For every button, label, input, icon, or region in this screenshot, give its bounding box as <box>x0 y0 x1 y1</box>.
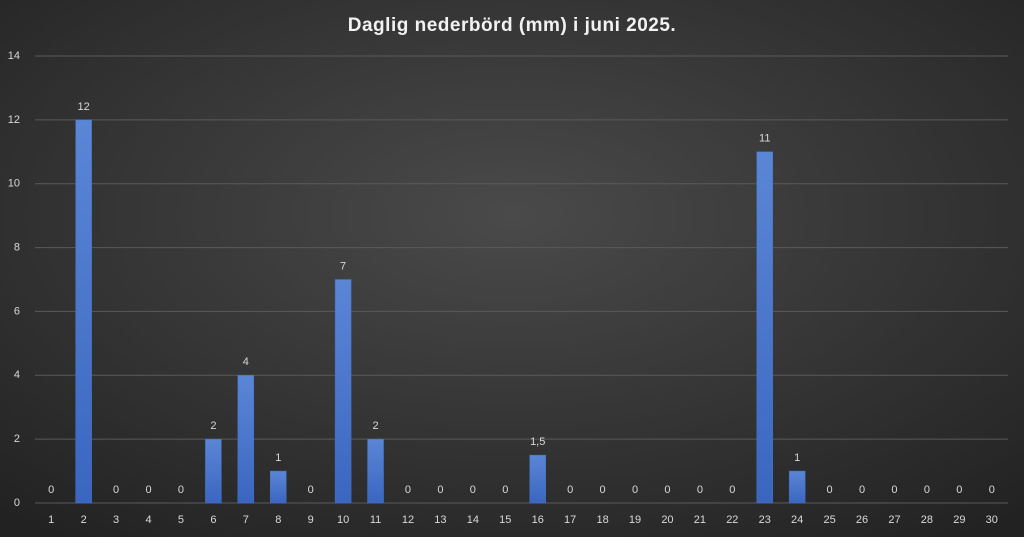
value-label: 2 <box>210 420 216 432</box>
bar <box>270 470 287 504</box>
value-label: 0 <box>956 484 962 496</box>
value-label: 0 <box>859 484 865 496</box>
x-tick-label: 20 <box>661 514 673 526</box>
value-label: 0 <box>697 484 703 496</box>
bar <box>529 454 546 504</box>
value-label: 0 <box>600 484 606 496</box>
value-label: 0 <box>502 484 508 496</box>
x-tick-label: 25 <box>823 514 835 526</box>
x-tick-label: 17 <box>564 514 576 526</box>
x-tick-label: 28 <box>921 514 933 526</box>
value-label: 0 <box>113 484 119 496</box>
value-label: 1 <box>275 452 281 464</box>
y-tick-label: 8 <box>14 241 20 253</box>
x-tick-label: 16 <box>532 514 544 526</box>
value-label: 11 <box>759 133 770 145</box>
value-label: 0 <box>308 484 314 496</box>
value-label: 7 <box>340 260 346 272</box>
x-tick-label: 11 <box>370 514 381 526</box>
x-tick-label: 24 <box>791 514 803 526</box>
x-tick-label: 9 <box>308 514 314 526</box>
value-label: 0 <box>989 484 995 496</box>
x-tick-label: 4 <box>145 514 151 526</box>
value-label: 0 <box>405 484 411 496</box>
x-tick-label: 10 <box>337 514 349 526</box>
bar <box>205 438 222 504</box>
x-tick-label: 18 <box>596 514 608 526</box>
chart-title: Daglig nederbörd (mm) i juni 2025. <box>348 15 676 36</box>
bar <box>367 438 384 504</box>
value-label: 1 <box>794 452 800 464</box>
value-label: 0 <box>178 484 184 496</box>
value-label: 0 <box>924 484 930 496</box>
x-tick-label: 30 <box>986 514 998 526</box>
x-tick-label: 15 <box>499 514 511 526</box>
value-label: 0 <box>145 484 151 496</box>
x-tick-label: 23 <box>759 514 771 526</box>
x-tick-label: 7 <box>243 514 249 526</box>
x-tick-label: 5 <box>178 514 184 526</box>
value-label: 4 <box>243 356 249 368</box>
x-tick-label: 1 <box>48 514 54 526</box>
bar <box>237 375 255 504</box>
x-tick-label: 22 <box>726 514 738 526</box>
value-label: 0 <box>664 484 670 496</box>
y-tick-label: 6 <box>14 305 20 317</box>
x-tick-label: 19 <box>629 514 641 526</box>
y-tick-label: 14 <box>8 50 20 62</box>
y-tick-label: 2 <box>14 433 20 445</box>
y-tick-label: 4 <box>14 369 20 381</box>
x-tick-label: 6 <box>210 514 216 526</box>
bar <box>75 119 92 504</box>
x-tick-label: 8 <box>275 514 281 526</box>
x-tick-label: 14 <box>467 514 479 526</box>
value-label: 0 <box>437 484 443 496</box>
value-label: 2 <box>372 420 378 432</box>
value-label: 0 <box>729 484 735 496</box>
value-label: 12 <box>78 101 90 113</box>
bar <box>334 279 352 504</box>
value-label: 0 <box>891 484 897 496</box>
x-tick-label: 21 <box>694 514 706 526</box>
y-tick-label: 10 <box>8 178 20 190</box>
value-label: 0 <box>632 484 638 496</box>
x-tick-label: 3 <box>113 514 119 526</box>
bar <box>788 470 806 504</box>
value-label: 0 <box>827 484 833 496</box>
x-tick-label: 12 <box>402 514 414 526</box>
value-label: 1,5 <box>530 436 545 448</box>
x-tick-label: 13 <box>434 514 446 526</box>
x-tick-label: 27 <box>888 514 900 526</box>
y-tick-label: 12 <box>8 114 20 126</box>
x-tick-label: 2 <box>81 514 87 526</box>
bar <box>756 151 773 504</box>
x-tick-label: 29 <box>953 514 965 526</box>
value-label: 0 <box>567 484 573 496</box>
value-label: 0 <box>470 484 476 496</box>
y-tick-label: 0 <box>14 497 20 509</box>
value-label: 0 <box>48 484 54 496</box>
x-tick-label: 26 <box>856 514 868 526</box>
